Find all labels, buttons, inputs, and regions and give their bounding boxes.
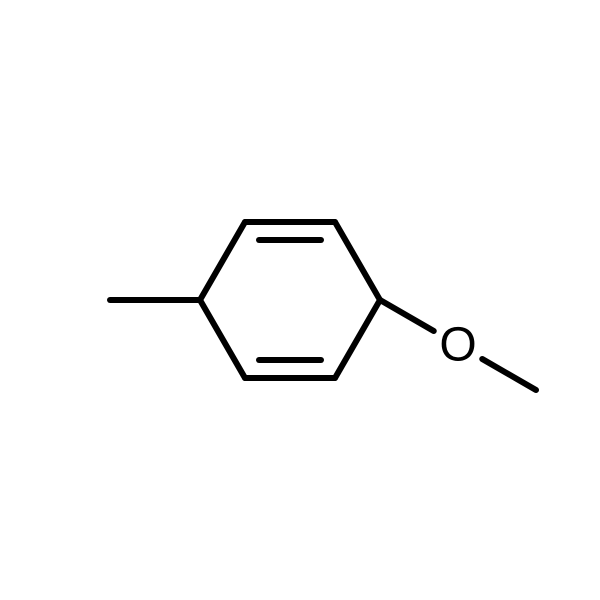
- molecule-diagram: O: [0, 0, 600, 600]
- bond: [200, 300, 245, 378]
- bond: [335, 222, 380, 300]
- bond: [482, 359, 536, 390]
- bond: [380, 300, 434, 331]
- bond: [335, 300, 380, 378]
- atom-label-o: O: [439, 319, 476, 372]
- bond: [200, 222, 245, 300]
